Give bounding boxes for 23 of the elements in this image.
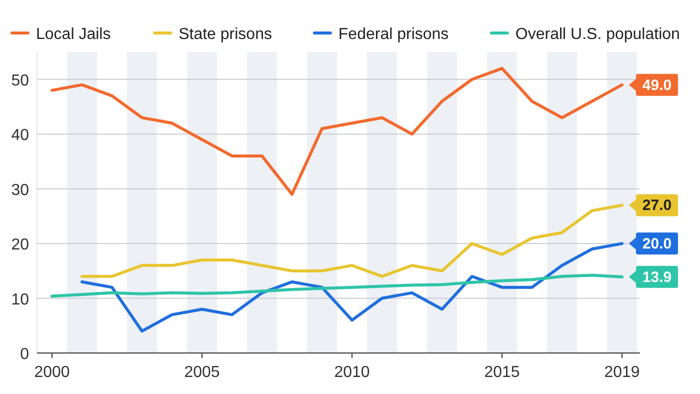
legend-label: State prisons [178, 26, 272, 43]
line-series [80, 204, 624, 278]
y-tick-label: 10 [11, 291, 30, 308]
x-tick-label: 2010 [334, 364, 370, 381]
y-tick-label: 50 [11, 72, 30, 90]
line-series [50, 274, 624, 298]
x-tick-label: 2005 [184, 364, 220, 381]
x-tick-label: 2019 [604, 364, 640, 381]
data-label: 27.0 [642, 197, 672, 214]
data-label: 13.9 [642, 268, 672, 286]
legend-label: Local Jails [36, 26, 111, 43]
legend-label: Federal prisons [338, 26, 449, 43]
x-tick-label: 2000 [34, 364, 70, 381]
y-tick-label: 20 [11, 236, 30, 254]
data-label: 49.0 [642, 76, 672, 94]
line-series [50, 66, 624, 196]
y-tick-label: 40 [11, 127, 30, 144]
y-tick-label: 0 [20, 346, 30, 363]
data-label: 20.0 [642, 236, 672, 253]
line-series [80, 242, 624, 333]
legend-label: Overall U.S. population [515, 26, 680, 43]
x-tick-label: 2015 [484, 364, 520, 381]
y-tick-label: 30 [11, 182, 30, 199]
